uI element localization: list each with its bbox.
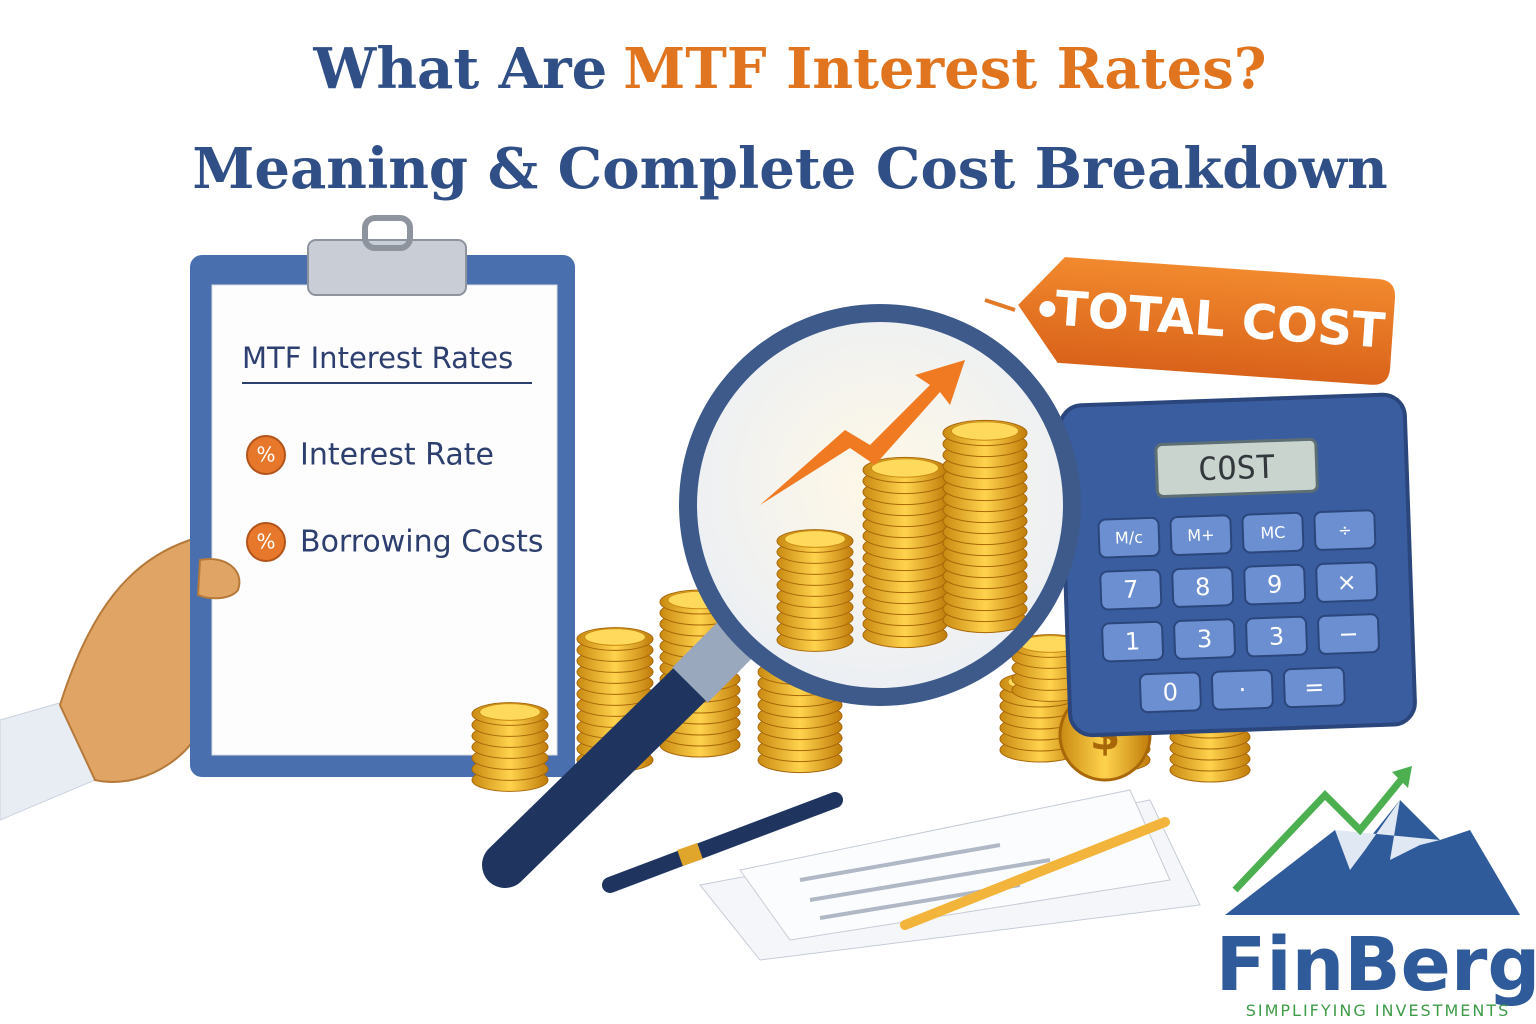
clipboard-paper xyxy=(211,284,558,756)
calc-key xyxy=(1315,561,1379,603)
calc-key xyxy=(1313,509,1377,551)
magnifier-rim xyxy=(679,304,1081,706)
calc-key-label: × xyxy=(1336,568,1357,597)
calc-key-label: 7 xyxy=(1123,575,1139,604)
pencil xyxy=(900,817,1170,930)
item-icon: % xyxy=(256,443,275,467)
clip-ring xyxy=(362,215,413,251)
calc-key xyxy=(1101,620,1165,663)
item-icon-bg xyxy=(246,522,286,562)
coin-top xyxy=(479,703,541,721)
calc-key-label: M+ xyxy=(1187,525,1215,545)
item-label: Interest Rate xyxy=(300,438,494,473)
calc-key-label: ÷ xyxy=(1338,520,1352,539)
calc-key xyxy=(1169,514,1233,556)
item-icon-bg xyxy=(246,435,286,475)
magnifier-collar xyxy=(672,622,753,703)
title-highlight: MTF Interest Rates? xyxy=(623,36,1266,102)
calc-key xyxy=(1241,511,1305,554)
item-icon: % xyxy=(256,530,275,554)
coin-top xyxy=(784,530,846,548)
thumb xyxy=(196,558,241,600)
calculator: COST M/c M+ MC ÷ 7 8 9 × 1 3 3 − 0 · = xyxy=(1058,392,1417,738)
calc-key-label: M/c xyxy=(1115,528,1144,548)
calc-key-label: 3 xyxy=(1196,625,1212,654)
calc-key-label: 3 xyxy=(1268,622,1284,651)
coin-top xyxy=(950,421,1020,441)
clipboard-clip xyxy=(307,239,467,296)
logo-name: FinBerg xyxy=(1216,922,1536,1008)
clipboard-heading: MTF Interest Rates xyxy=(242,341,513,375)
calc-key xyxy=(1138,671,1202,714)
pen xyxy=(602,792,843,893)
title: What Are MTF Interest Rates? xyxy=(312,36,1266,102)
calc-key xyxy=(1282,666,1346,709)
calc-key xyxy=(1317,613,1380,655)
subtitle: Meaning & Complete Cost Breakdown xyxy=(192,136,1387,202)
calc-key xyxy=(1173,618,1236,660)
calc-key-label: MC xyxy=(1260,523,1286,543)
calc-key xyxy=(1171,566,1235,608)
calc-key xyxy=(1097,516,1161,559)
pen-band xyxy=(677,842,703,867)
calc-key xyxy=(1210,669,1274,711)
calc-key-label: 8 xyxy=(1195,573,1211,602)
title-lead: What Are xyxy=(312,36,607,102)
calc-key xyxy=(1243,563,1307,606)
calc-key xyxy=(1099,568,1163,611)
price-tag: TOTAL COST xyxy=(1013,252,1399,389)
logo-tagline: SIMPLIFYING INVESTMENTS xyxy=(1246,1001,1511,1020)
logo xyxy=(1225,766,1520,915)
calc-key-label: 0 xyxy=(1162,678,1178,707)
calc-key-label: − xyxy=(1338,620,1359,649)
calc-key-label: 9 xyxy=(1267,570,1283,599)
calc-key xyxy=(1245,615,1308,658)
coin-top xyxy=(870,458,940,478)
tag-string xyxy=(984,298,1016,312)
calc-key-label: = xyxy=(1304,673,1325,702)
item-label: Borrowing Costs xyxy=(300,525,544,560)
calc-key-label: · xyxy=(1238,676,1247,704)
growth-arrow xyxy=(760,360,965,505)
calculator-display: COST xyxy=(1197,448,1275,489)
calc-key-label: 1 xyxy=(1124,627,1140,656)
coin-top xyxy=(584,628,646,646)
